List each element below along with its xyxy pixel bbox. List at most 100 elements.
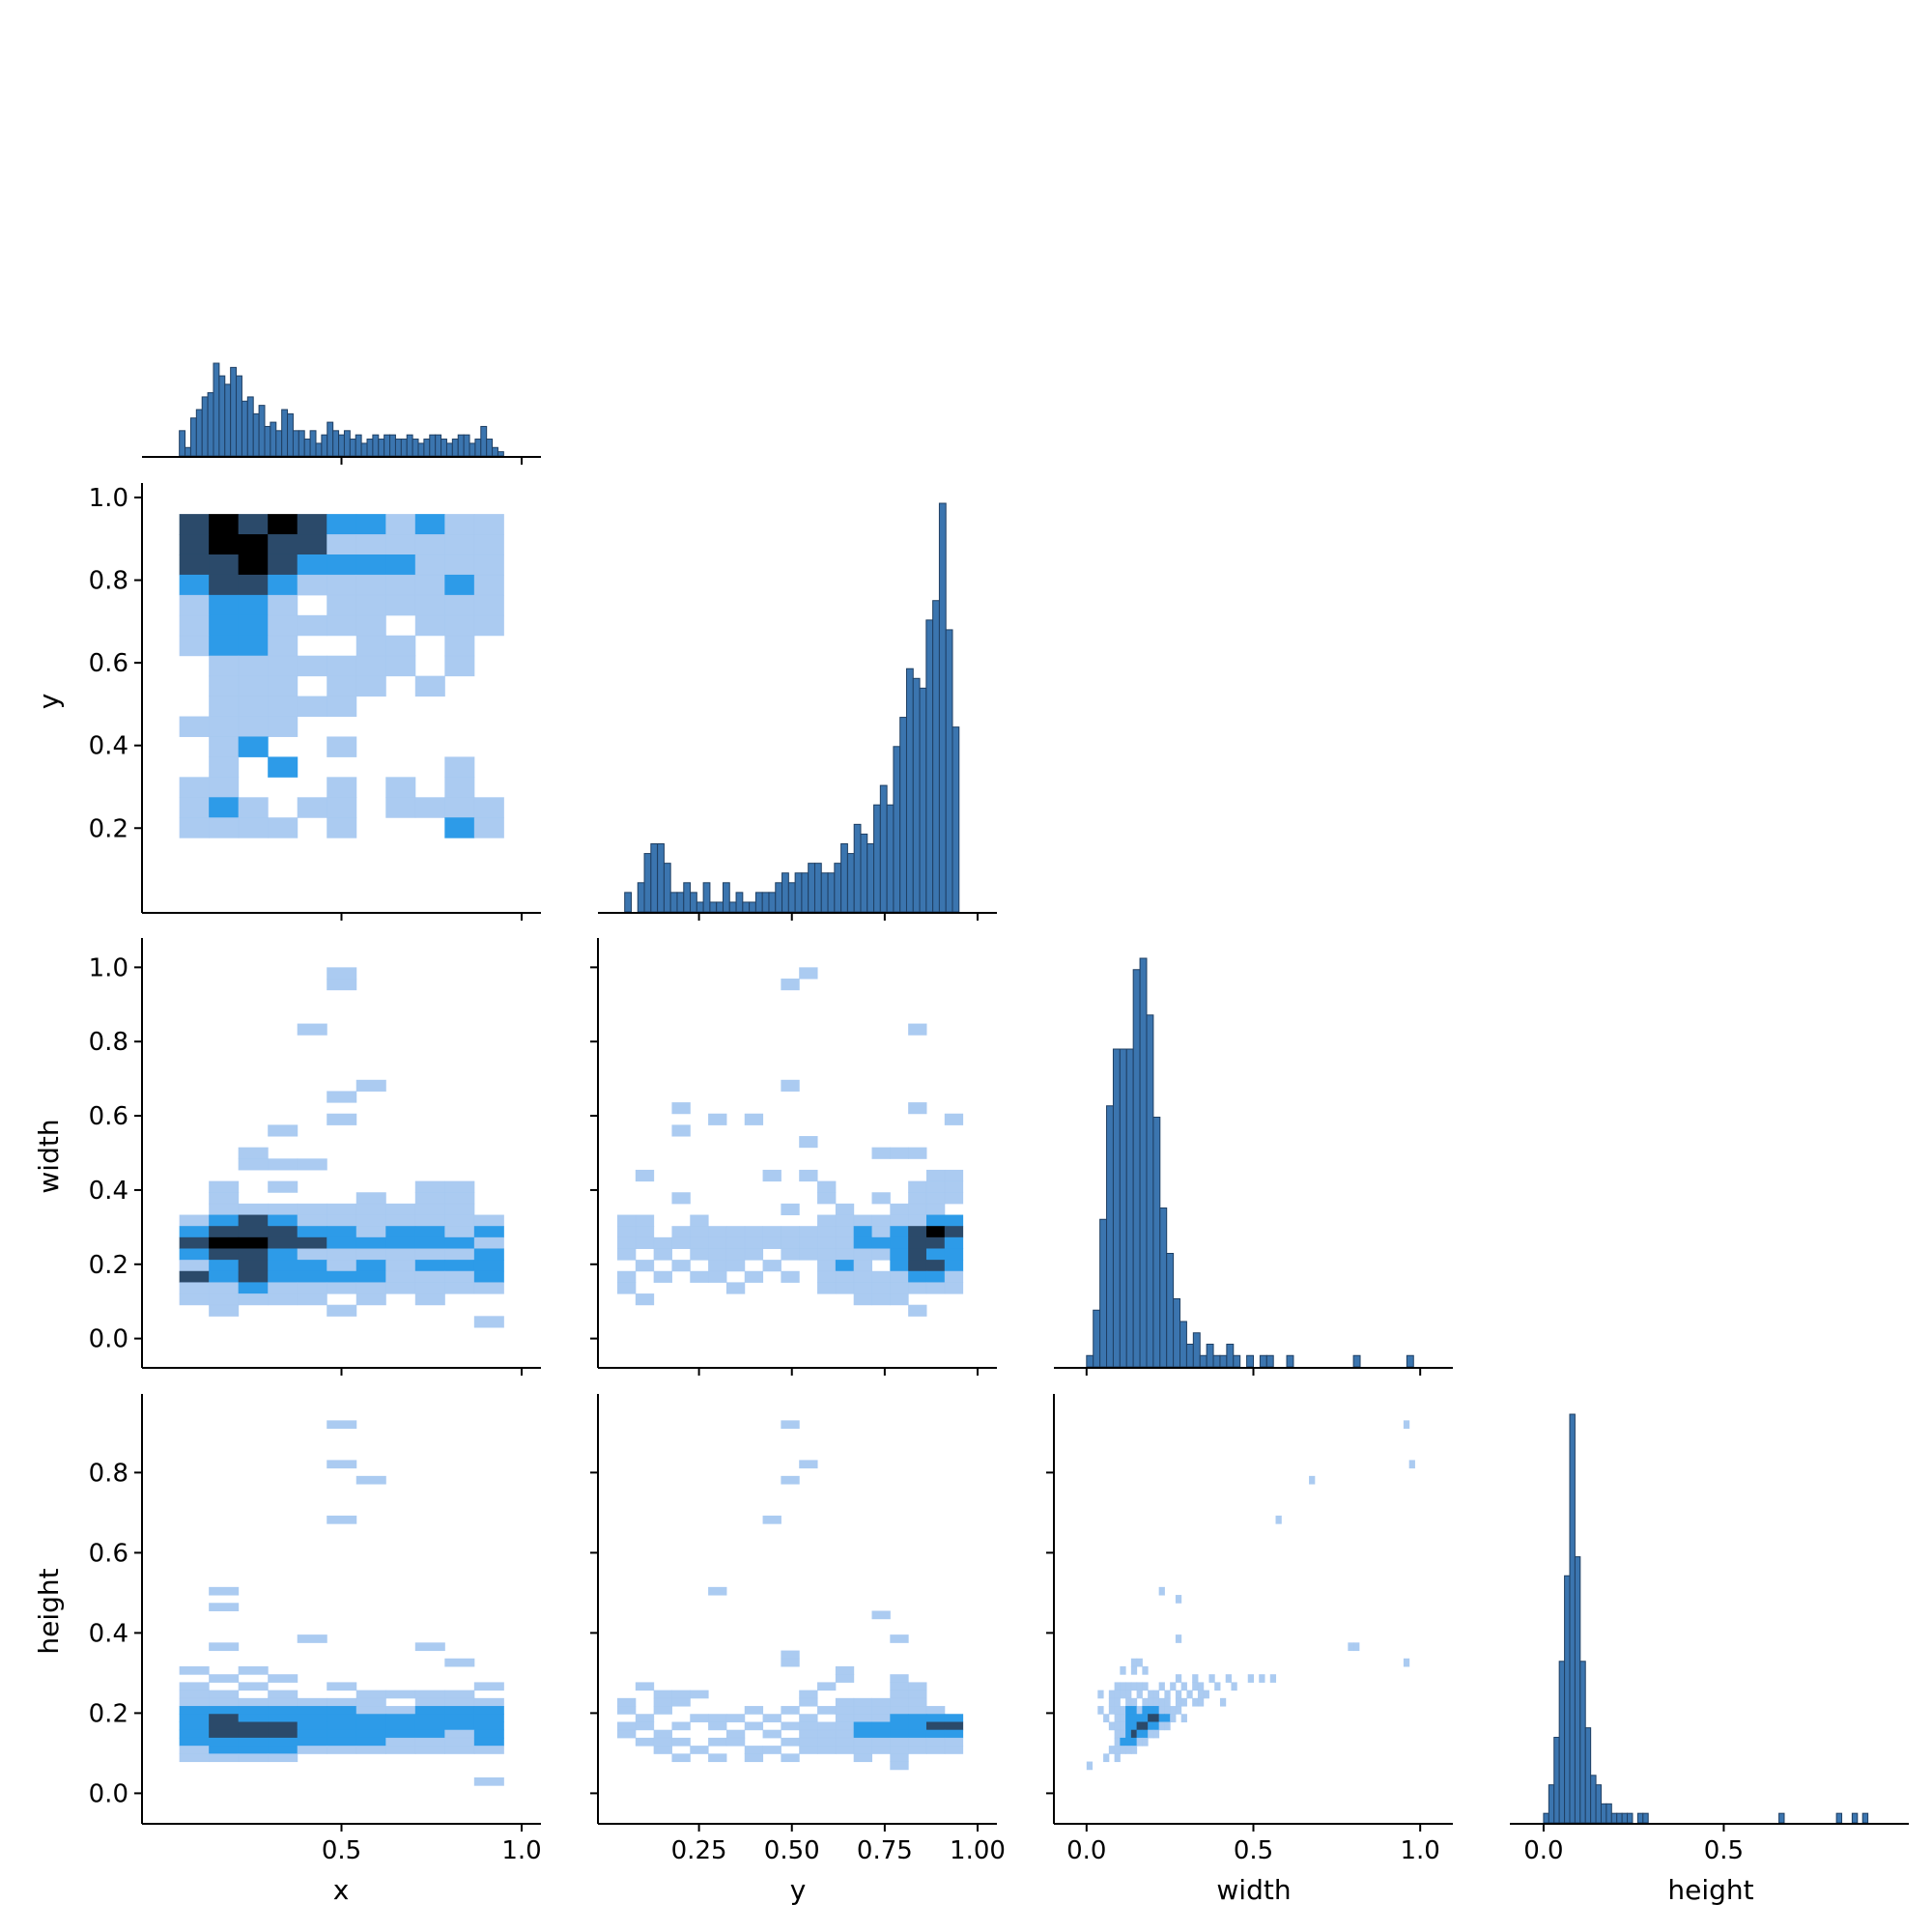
heat-cell-y-height bbox=[762, 1515, 781, 1524]
heat-cell-x-width bbox=[327, 979, 357, 991]
heat-cell-y-height bbox=[781, 1420, 800, 1430]
heat-cell-width-height bbox=[1114, 1729, 1121, 1739]
hist-bar-y bbox=[742, 901, 751, 913]
hist-bar-height bbox=[1590, 1775, 1597, 1824]
heat-cell-x-height bbox=[444, 1706, 475, 1715]
heat-cell-x-height bbox=[327, 1515, 357, 1524]
heat-cell-y-height bbox=[853, 1706, 873, 1715]
axis-labels: x y width height y width height bbox=[33, 694, 1754, 1906]
heat-cell-y-height bbox=[925, 1721, 946, 1731]
x-tick-label: 0.5 bbox=[1704, 1836, 1744, 1865]
heat-cell-x-y bbox=[179, 614, 210, 637]
heat-cell-x-y bbox=[268, 534, 298, 555]
heat-cell-y-width bbox=[890, 1260, 909, 1272]
heat-cell-x-y bbox=[444, 817, 475, 838]
hist-bar-width bbox=[1212, 1354, 1221, 1368]
heat-cell-x-y bbox=[209, 594, 240, 616]
heat-cell-width-height bbox=[1130, 1682, 1138, 1691]
heat-cell-x-width bbox=[355, 1192, 386, 1205]
heat-cell-y-width bbox=[908, 1023, 927, 1036]
heat-cell-y-width bbox=[853, 1270, 873, 1283]
heat-cell-y-width bbox=[817, 1180, 837, 1193]
heat-cell-y-width bbox=[781, 1226, 800, 1238]
hist-bar-x bbox=[412, 439, 419, 457]
heat-cell-x-width bbox=[297, 1293, 327, 1306]
heat-cell-y-width bbox=[944, 1214, 964, 1227]
heat-cell-x-y bbox=[268, 635, 298, 657]
heat-cell-x-height bbox=[355, 1737, 386, 1747]
hist-bar-y bbox=[663, 863, 671, 913]
heat-cell-width-height bbox=[1114, 1753, 1121, 1763]
heat-cell-width-height bbox=[1192, 1682, 1199, 1691]
hist-bar-y bbox=[827, 872, 836, 913]
heat-cell-y-width bbox=[690, 1270, 709, 1283]
heat-cell-x-width bbox=[297, 1270, 327, 1283]
heat-cell-y-width bbox=[853, 1236, 873, 1249]
hist-bar-x bbox=[400, 439, 408, 457]
heat-cell-width-height bbox=[1158, 1697, 1165, 1707]
heat-cell-x-height bbox=[238, 1753, 269, 1763]
hist-bar-x bbox=[275, 430, 283, 457]
heat-cell-width-height bbox=[1214, 1682, 1221, 1691]
heat-cell-y-height bbox=[708, 1721, 727, 1731]
heat-cell-y-width bbox=[799, 1226, 818, 1238]
heat-cell-y-width bbox=[671, 1102, 691, 1115]
heat-cell-y-height bbox=[799, 1746, 818, 1754]
heat-cell-width-height bbox=[1136, 1690, 1143, 1699]
heat-cell-x-width bbox=[444, 1248, 475, 1261]
heat-cell-width-height bbox=[1152, 1690, 1160, 1699]
heat-cell-width-height bbox=[1408, 1460, 1415, 1469]
heat-cell-width-height bbox=[1125, 1737, 1132, 1747]
hist-bar-y bbox=[696, 901, 704, 913]
heat-cell-x-y bbox=[238, 716, 269, 737]
heat-cell-x-width bbox=[268, 1260, 298, 1272]
heat-cell-y-height bbox=[835, 1697, 855, 1707]
heat-cell-x-width bbox=[414, 1293, 445, 1306]
heat-cell-width-height bbox=[1175, 1690, 1182, 1699]
heat-cell-x-height bbox=[327, 1729, 357, 1739]
heat-cell-x-y bbox=[297, 554, 327, 576]
heat-cell-x-height bbox=[297, 1706, 327, 1715]
heat-cell-x-height bbox=[238, 1682, 269, 1691]
heat-cell-y-height bbox=[871, 1746, 891, 1754]
heat-cell-y-height bbox=[799, 1737, 818, 1747]
heat-cell-width-height bbox=[1130, 1737, 1138, 1747]
heat-cell-y-height bbox=[890, 1753, 909, 1763]
heat-cell-width-height bbox=[1120, 1682, 1126, 1691]
heat-cell-width-height bbox=[1136, 1729, 1143, 1739]
heat-cell-x-height bbox=[414, 1697, 445, 1707]
hist-bar-x bbox=[327, 421, 334, 457]
heat-cell-width-height bbox=[1152, 1706, 1160, 1715]
heat-cell-x-height bbox=[473, 1776, 504, 1786]
heat-cell-x-y bbox=[268, 696, 298, 718]
heat-cell-y-width bbox=[835, 1270, 855, 1283]
heat-cell-y-height bbox=[925, 1737, 946, 1747]
heat-cell-y-height bbox=[890, 1697, 909, 1707]
heat-cell-y-width bbox=[817, 1248, 837, 1261]
y-tick-label: 0.2 bbox=[89, 814, 128, 843]
hist-bar-width bbox=[1219, 1354, 1228, 1368]
heat-cell-x-width bbox=[385, 1214, 416, 1227]
heat-cell-width-height bbox=[1192, 1697, 1199, 1707]
heat-cell-width-height bbox=[1158, 1682, 1165, 1691]
hist-bar-y bbox=[873, 804, 881, 913]
heat-cell-width-height bbox=[1186, 1690, 1193, 1699]
heat-cell-x-width bbox=[179, 1226, 210, 1238]
heat-cell-x-y bbox=[444, 574, 475, 596]
heat-cell-y-height bbox=[781, 1475, 800, 1485]
hist-bar-width bbox=[1146, 1014, 1154, 1368]
heat-cell-x-height bbox=[473, 1706, 504, 1715]
hist-bar-y bbox=[722, 882, 730, 913]
heat-cell-x-width bbox=[327, 1248, 357, 1261]
heat-cell-x-width bbox=[473, 1260, 504, 1272]
heat-cell-x-y bbox=[268, 554, 298, 576]
hist-bar-width bbox=[1352, 1354, 1361, 1368]
heat-cell-x-y bbox=[268, 614, 298, 637]
heat-cell-x-y bbox=[355, 534, 386, 555]
heat-cell-y-width bbox=[925, 1270, 946, 1283]
heat-cell-y-height bbox=[908, 1721, 927, 1731]
heat-cell-width-height bbox=[1175, 1595, 1182, 1604]
heat-cell-width-height bbox=[1125, 1729, 1132, 1739]
heat-cell-y-height bbox=[653, 1697, 672, 1707]
heat-cell-y-height bbox=[908, 1697, 927, 1707]
